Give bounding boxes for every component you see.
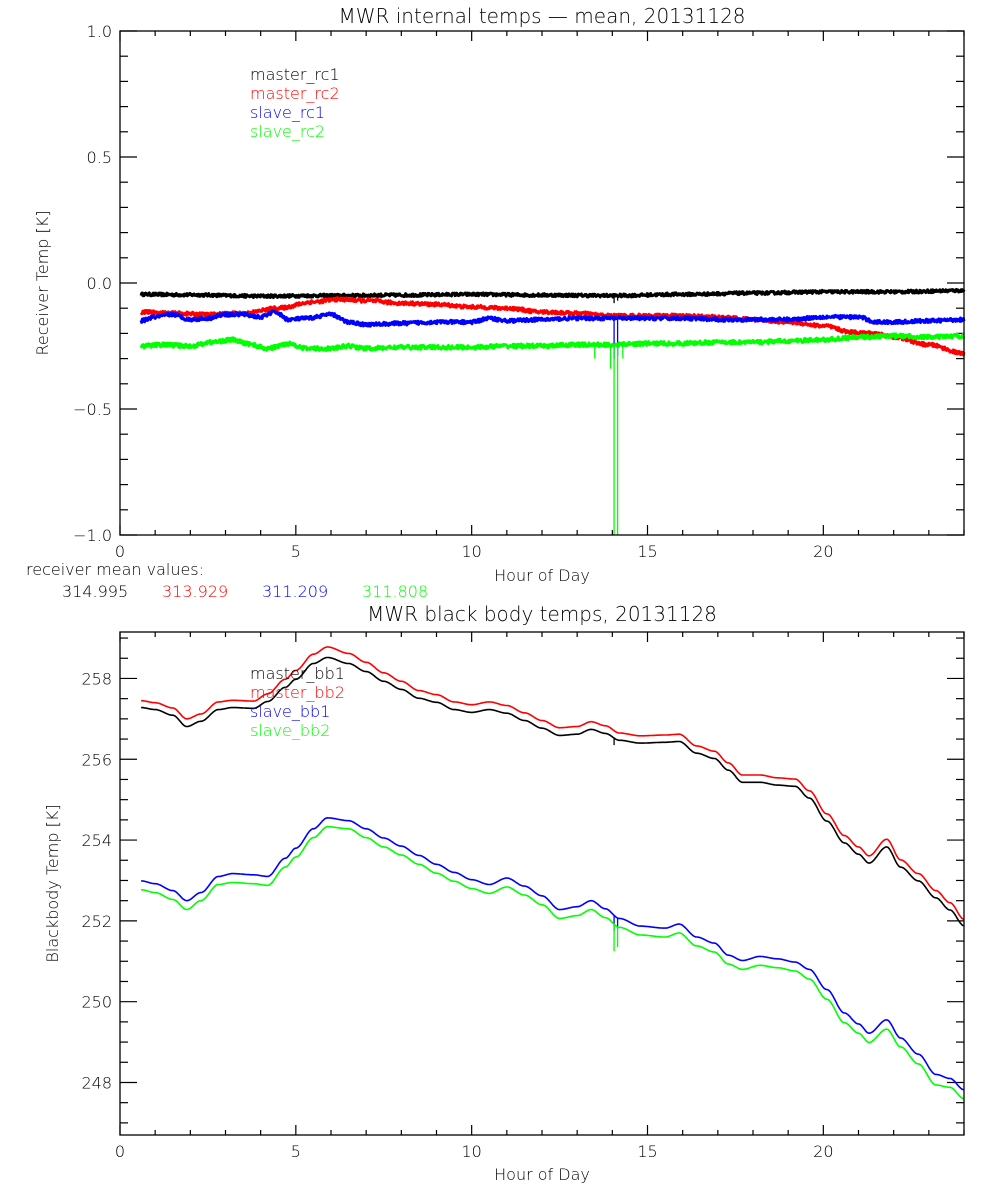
plot-frame — [119, 631, 965, 1136]
y-tick-label: −1.0 — [73, 526, 112, 545]
series-line-slave-bb2 — [140, 825, 965, 1100]
x-axis-label: Hour of Day — [494, 1165, 590, 1184]
x-axis-label: Hour of Day — [494, 566, 590, 585]
legend-entry-master-bb1: master_bb1 — [250, 664, 345, 683]
receiver-mean-label: receiver mean values: — [26, 560, 204, 579]
y-tick-label: 248 — [81, 1073, 112, 1092]
receiver-mean-values: receiver mean values: 314.995 313.929 31… — [26, 560, 428, 601]
x-tick-labels: 0 5 10 15 20 — [115, 1142, 834, 1161]
x-tick-label: 5 — [291, 1142, 301, 1161]
x-tick-label: 5 — [291, 542, 301, 561]
y-axis-label: Blackbody Temp [K] — [43, 804, 62, 962]
legend-entry-master-bb2: master_bb2 — [250, 683, 345, 702]
x-tick-labels: 0 5 10 15 20 — [115, 542, 834, 561]
chart-title: MWR black body temps, 20131128 — [367, 602, 717, 626]
mean-value-slave-rc1: 311.209 — [262, 582, 328, 601]
x-tick-label: 0 — [115, 1142, 125, 1161]
mean-value-master-rc2: 313.929 — [162, 582, 228, 601]
mean-value-master-rc1: 314.995 — [62, 582, 128, 601]
x-tick-label: 10 — [461, 542, 481, 561]
receiver-temps-panel: MWR internal temps — mean, 20131128 −1.0… — [33, 4, 966, 585]
y-tick-label: 258 — [81, 669, 112, 688]
x-tick-label: 0 — [115, 542, 125, 561]
y-tick-label: 254 — [81, 831, 112, 850]
series-line-slave-rc1 — [139, 309, 966, 328]
x-tick-label: 20 — [813, 542, 833, 561]
y-tick-label: 250 — [81, 993, 112, 1012]
mean-value-slave-rc2: 311.808 — [362, 582, 428, 601]
y-tick-label: 0.0 — [87, 274, 112, 293]
legend-entry-slave-bb2: slave_bb2 — [250, 721, 330, 740]
x-tick-label: 10 — [461, 1142, 481, 1161]
y-tick-label: 252 — [81, 912, 112, 931]
y-tick-label: −0.5 — [73, 400, 112, 419]
series-line-master-rc1 — [139, 287, 966, 300]
y-tick-labels: 248 250 252 254 256 258 — [81, 669, 112, 1092]
y-tick-label: 256 — [81, 750, 112, 769]
chart-title: MWR internal temps — mean, 20131128 — [338, 4, 745, 28]
legend-entry-master-rc2: master_rc2 — [250, 84, 340, 103]
y-axis-label: Receiver Temp [K] — [33, 210, 52, 355]
x-tick-label: 15 — [637, 1142, 657, 1161]
plot-area — [140, 646, 965, 1100]
legend-entry-slave-rc2: slave_rc2 — [250, 122, 325, 141]
legend-entry-master-rc1: master_rc1 — [250, 65, 340, 84]
blackbody-temps-panel: MWR black body temps, 20131128 248 250 252… — [43, 602, 965, 1184]
series-line-master-bb2 — [140, 646, 965, 921]
legend-entry-slave-bb1: slave_bb1 — [250, 702, 330, 721]
axis-ticks — [119, 30, 965, 536]
y-tick-label: 1.0 — [87, 22, 112, 41]
legend-entry-slave-rc1: slave_rc1 — [250, 103, 325, 122]
series-line-master-rc2 — [139, 296, 966, 357]
x-tick-label: 20 — [813, 1142, 833, 1161]
x-tick-label: 15 — [637, 542, 657, 561]
plot-area — [139, 287, 966, 535]
series-line-slave-rc2 — [139, 332, 966, 352]
y-tick-label: 0.5 — [87, 148, 112, 167]
plot-frame — [119, 30, 965, 536]
y-tick-labels: −1.0 −0.5 0.0 0.5 1.0 — [73, 22, 112, 545]
series-line-slave-bb1 — [140, 817, 965, 1091]
series-line-master-bb1 — [140, 656, 965, 927]
